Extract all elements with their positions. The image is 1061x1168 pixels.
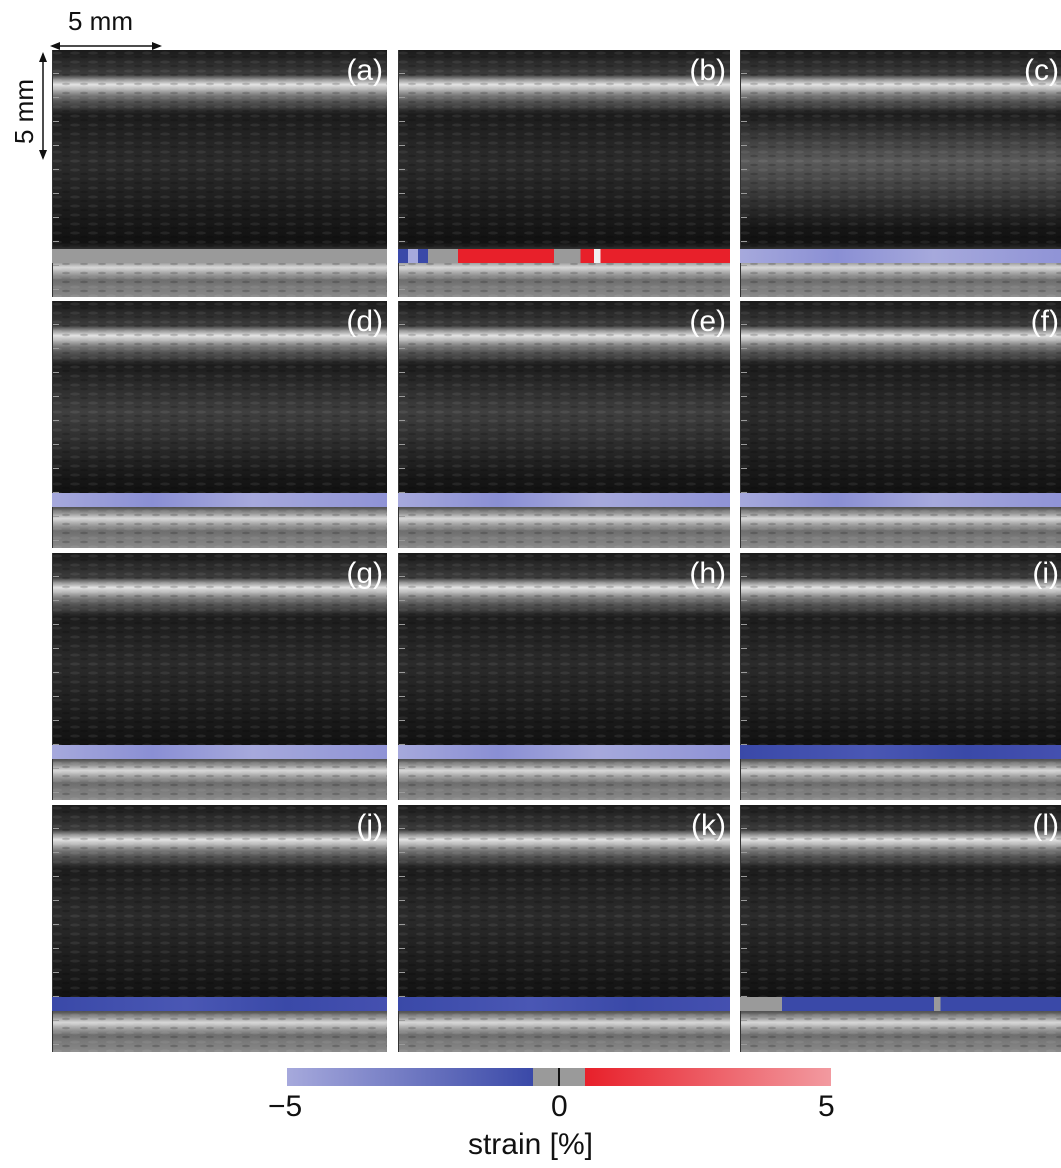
- ultrasound-panel: (b): [396, 50, 730, 297]
- panel-label: (i): [1032, 557, 1059, 590]
- depth-tick-marks: [740, 805, 750, 1052]
- strain-overlay-band: [740, 745, 1061, 759]
- ultrasound-panel: (i): [738, 553, 1061, 800]
- ultrasound-panel: (g): [50, 553, 387, 800]
- depth-tick-marks: [740, 553, 750, 800]
- depth-tick-marks: [52, 50, 62, 297]
- strain-overlay-band: [740, 493, 1061, 507]
- scale-bar-vertical: [38, 52, 48, 160]
- ultrasound-panel: (f): [738, 301, 1061, 548]
- panel-label: (g): [346, 557, 383, 590]
- strain-overlay-band: [740, 997, 1061, 1011]
- panel-label: (f): [1030, 305, 1059, 338]
- ultrasound-panel: (l): [738, 805, 1061, 1052]
- panel-label: (e): [689, 305, 726, 338]
- colorbar-label: strain [%]: [467, 1128, 594, 1161]
- ultrasound-panel-grid: (a) (b) (c) (d) (e) (f) (g) (h) (i) (j) (k) (l): [50, 50, 1061, 1052]
- depth-tick-marks: [52, 301, 62, 548]
- colorbar-tick-5: 5: [818, 1090, 835, 1123]
- strain-overlay-band: [398, 745, 730, 759]
- panel-label: (l): [1032, 809, 1059, 842]
- ultrasound-panel: (c): [738, 50, 1061, 297]
- depth-tick-marks: [398, 805, 408, 1052]
- colorbar-tick-neg5: −5: [268, 1090, 303, 1123]
- strain-overlay-band: [398, 997, 730, 1011]
- depth-tick-marks: [52, 805, 62, 1052]
- panel-label: (a): [346, 54, 383, 87]
- strain-overlay-band: [398, 249, 730, 263]
- colorbar-tick-0: 0: [551, 1090, 568, 1123]
- panel-label: (k): [691, 809, 726, 842]
- ultrasound-panel: (d): [50, 301, 387, 548]
- ultrasound-panel: (h): [396, 553, 730, 800]
- scale-bar-horizontal-label: 5 mm: [68, 6, 133, 36]
- panel-label: (c): [1024, 54, 1059, 87]
- ultrasound-panel: (e): [396, 301, 730, 548]
- panel-label: (h): [689, 557, 726, 590]
- depth-tick-marks: [398, 50, 408, 297]
- depth-tick-marks: [52, 553, 62, 800]
- ultrasound-panel: (a): [50, 50, 387, 297]
- scale-bar-horizontal: [50, 38, 162, 50]
- strain-overlay-band: [398, 493, 730, 507]
- panel-label: (b): [689, 54, 726, 87]
- strain-overlay-band: [52, 745, 387, 759]
- strain-overlay-band: [52, 249, 387, 263]
- depth-tick-marks: [398, 553, 408, 800]
- panel-label: (d): [346, 305, 383, 338]
- strain-overlay-band: [740, 249, 1061, 263]
- depth-tick-marks: [398, 301, 408, 548]
- depth-tick-marks: [740, 50, 750, 297]
- panel-label: (j): [356, 809, 383, 842]
- strain-overlay-band: [52, 997, 387, 1011]
- depth-tick-marks: [740, 301, 750, 548]
- strain-overlay-band: [52, 493, 387, 507]
- strain-colorbar: [287, 1068, 831, 1086]
- ultrasound-panel: (j): [50, 805, 387, 1052]
- ultrasound-panel: (k): [396, 805, 730, 1052]
